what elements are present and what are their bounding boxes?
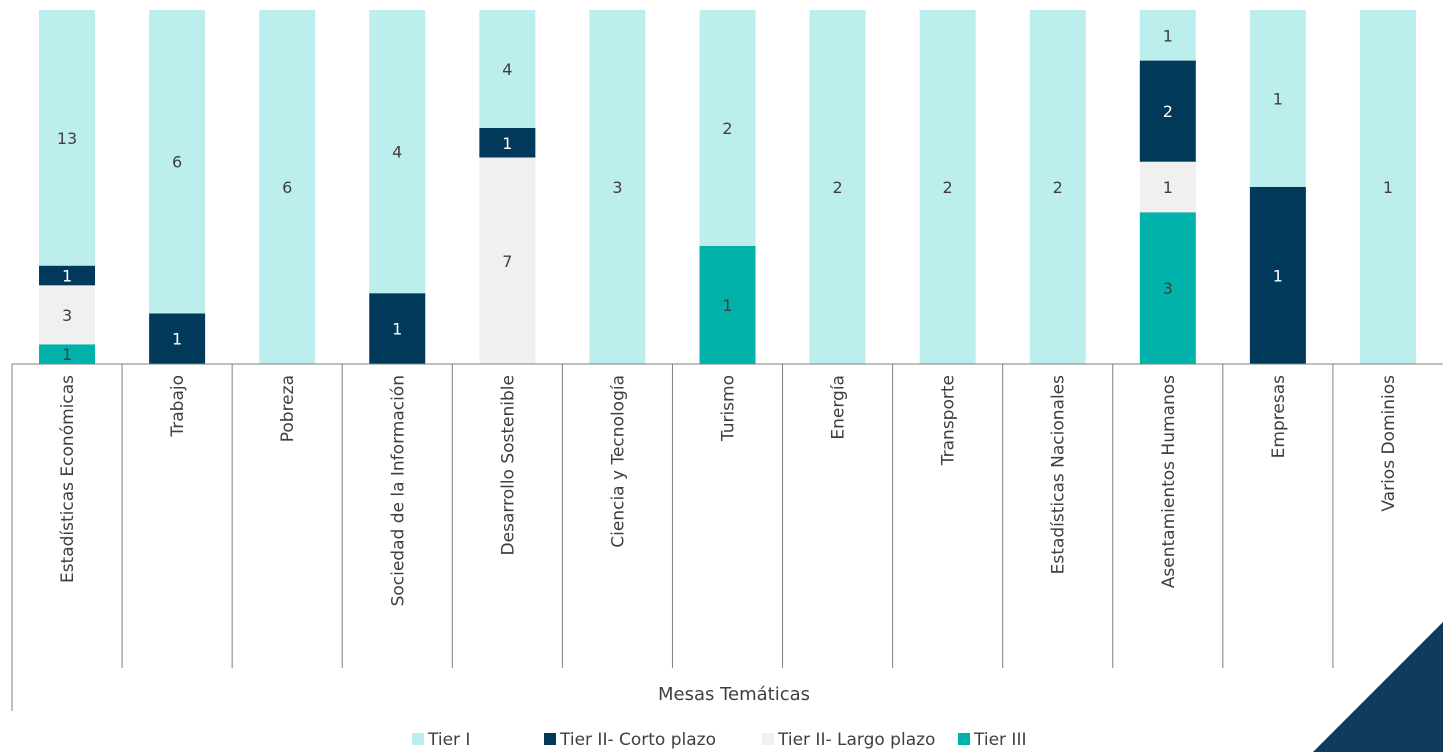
data-label-tier-iii-estadisticas-economicas: 1 <box>62 345 72 364</box>
data-label-tier-ii-corto-plazo-asentamientos-humanos: 2 <box>1163 102 1173 121</box>
data-label-tier-i-transporte: 2 <box>943 178 953 197</box>
data-label-tier-i-estadisticas-nacionales: 2 <box>1053 178 1063 197</box>
bar-segment-tier-ii-corto-plazo-sociedad-de-la-informacion <box>369 293 426 364</box>
data-label-tier-ii-largo-plazo-desarrollo-sostenible: 7 <box>502 252 512 271</box>
bar-segment-tier-ii-corto-plazo-asentamientos-humanos <box>1139 60 1196 162</box>
bar-segment-tier-i-sociedad-de-la-informacion <box>369 10 426 294</box>
category-label-ciencia-y-tecnologia: Ciencia y Tecnología <box>608 375 628 548</box>
bar-segment-tier-i-pobreza <box>259 10 316 364</box>
category-label-desarrollo-sostenible: Desarrollo Sostenible <box>498 375 518 555</box>
legend-swatch-tier-ii-largo-plazo <box>762 733 774 745</box>
data-label-tier-i-desarrollo-sostenible: 4 <box>502 60 512 79</box>
legend-swatch-tier-ii-corto-plazo <box>544 733 556 745</box>
data-label-tier-i-varios-dominios: 1 <box>1383 178 1393 197</box>
data-label-tier-i-ciencia-y-tecnologia: 3 <box>612 178 622 197</box>
data-label-tier-i-turismo: 2 <box>722 119 732 138</box>
bar-segment-tier-ii-corto-plazo-trabajo <box>149 313 206 364</box>
bar-segment-tier-i-trabajo <box>149 10 206 314</box>
category-label-pobreza: Pobreza <box>278 375 298 442</box>
bar-segment-tier-ii-largo-plazo-asentamientos-humanos <box>1139 161 1196 213</box>
category-label-sociedad-de-la-informacion: Sociedad de la Información <box>388 375 408 606</box>
data-label-tier-ii-corto-plazo-trabajo: 1 <box>172 330 182 349</box>
bar-segment-tier-i-ciencia-y-tecnologia <box>589 10 646 364</box>
corner-decoration <box>1313 622 1443 752</box>
data-label-tier-i-sociedad-de-la-informacion: 4 <box>392 143 402 162</box>
bar-segment-tier-iii-estadisticas-economicas <box>39 344 96 364</box>
data-label-tier-ii-largo-plazo-asentamientos-humanos: 1 <box>1163 178 1173 197</box>
data-label-tier-i-empresas: 1 <box>1273 90 1283 109</box>
legend-label-tier-ii-largo-plazo: Tier II- Largo plazo <box>777 730 935 750</box>
bar-segment-tier-iii-turismo <box>699 246 756 364</box>
data-label-tier-i-estadisticas-economicas: 13 <box>57 129 77 148</box>
bar-segment-tier-i-desarrollo-sostenible <box>479 10 536 128</box>
data-label-tier-ii-corto-plazo-estadisticas-economicas: 1 <box>62 267 72 286</box>
data-label-tier-i-pobreza: 6 <box>282 178 292 197</box>
category-axis: Estadísticas Económicas Trabajo Pobreza Soc… <box>11 363 1443 711</box>
legend: Tier I Tier II- Corto plazo Tier II- Largo… <box>412 730 1026 750</box>
category-label-energia: Energía <box>829 375 849 440</box>
data-label-tier-i-asentamientos-humanos: 1 <box>1163 26 1173 45</box>
data-label-tier-i-trabajo: 6 <box>172 153 182 172</box>
data-label-tier-ii-largo-plazo-estadisticas-economicas: 3 <box>62 306 72 325</box>
bar-segment-tier-iii-asentamientos-humanos <box>1139 212 1196 364</box>
data-label-tier-ii-corto-plazo-sociedad-de-la-informacion: 1 <box>392 320 402 339</box>
data-label-tier-ii-corto-plazo-desarrollo-sostenible: 1 <box>502 134 512 153</box>
bar-segment-tier-i-estadisticas-nacionales <box>1029 10 1086 364</box>
legend-label-tier-i: Tier I <box>427 730 470 750</box>
bar-segment-tier-i-empresas <box>1249 10 1306 187</box>
data-label-tier-ii-corto-plazo-empresas: 1 <box>1273 267 1283 286</box>
legend-swatch-tier-iii <box>958 733 970 745</box>
data-label-tier-iii-asentamientos-humanos: 3 <box>1163 279 1173 298</box>
legend-swatch-tier-i <box>412 733 424 745</box>
category-label-asentamientos-humanos: Asentamientos Humanos <box>1159 375 1179 588</box>
bar-segment-tier-i-energia <box>809 10 866 364</box>
category-label-empresas: Empresas <box>1269 375 1289 458</box>
bar-segment-tier-i-turismo <box>699 10 756 246</box>
category-label-varios-dominios: Varios Dominios <box>1379 375 1399 512</box>
data-label-tier-iii-turismo: 1 <box>722 296 732 315</box>
category-label-trabajo: Trabajo <box>168 375 188 438</box>
x-axis-title: Mesas Temáticas <box>658 684 810 705</box>
category-label-turismo: Turismo <box>719 375 739 442</box>
legend-label-tier-ii-corto-plazo: Tier II- Corto plazo <box>559 730 716 750</box>
bar-segment-tier-ii-largo-plazo-estadisticas-economicas <box>39 285 96 345</box>
bar-segment-tier-ii-corto-plazo-estadisticas-economicas <box>39 265 96 286</box>
bar-segment-tier-ii-corto-plazo-empresas <box>1249 187 1306 364</box>
legend-label-tier-iii: Tier III <box>973 730 1026 750</box>
bar-segment-tier-i-transporte <box>919 10 976 364</box>
category-label-estadisticas-economicas: Estadísticas Económicas <box>58 375 78 583</box>
category-label-estadisticas-nacionales: Estadísticas Nacionales <box>1049 375 1069 574</box>
data-label-tier-i-energia: 2 <box>832 178 842 197</box>
bar-segment-tier-i-varios-dominios <box>1359 10 1416 364</box>
bar-segment-tier-i-estadisticas-economicas <box>39 10 96 266</box>
bar-segment-tier-ii-corto-plazo-desarrollo-sostenible <box>479 128 536 158</box>
bar-segment-tier-ii-largo-plazo-desarrollo-sostenible <box>479 157 536 364</box>
bar-segment-tier-i-asentamientos-humanos <box>1139 10 1196 61</box>
category-label-transporte: Transporte <box>939 375 959 466</box>
